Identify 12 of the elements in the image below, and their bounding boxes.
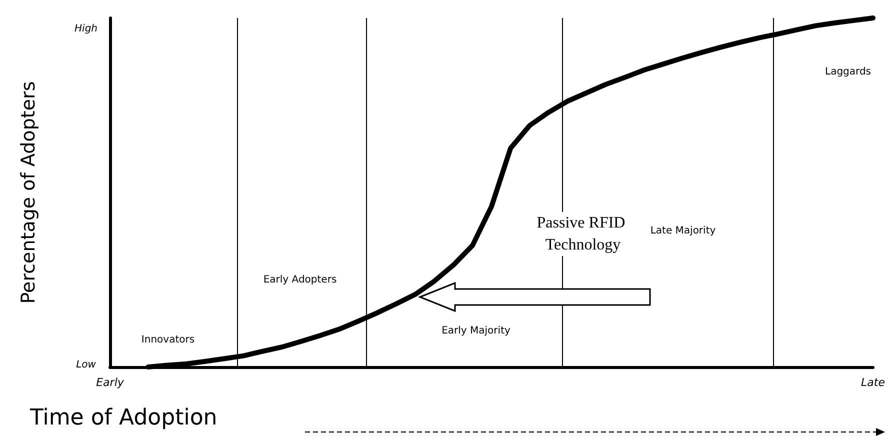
annotation: Passive RFID Technology (536, 214, 630, 254)
y-axis-title: Percentage of Adopters (18, 81, 40, 304)
annotation: Innovators (141, 334, 195, 346)
x-axis-title: Time of Adoption (29, 406, 218, 430)
annotation: Laggards (824, 66, 872, 78)
annotation: Late Majority (650, 226, 716, 236)
annotation: Early Majority (442, 326, 510, 336)
x-tick-label: Late (861, 376, 886, 389)
text: Low (76, 360, 97, 370)
x-tick-label: Early (96, 376, 124, 389)
text: High (74, 24, 98, 34)
annotation: Early Adopters (263, 274, 337, 286)
